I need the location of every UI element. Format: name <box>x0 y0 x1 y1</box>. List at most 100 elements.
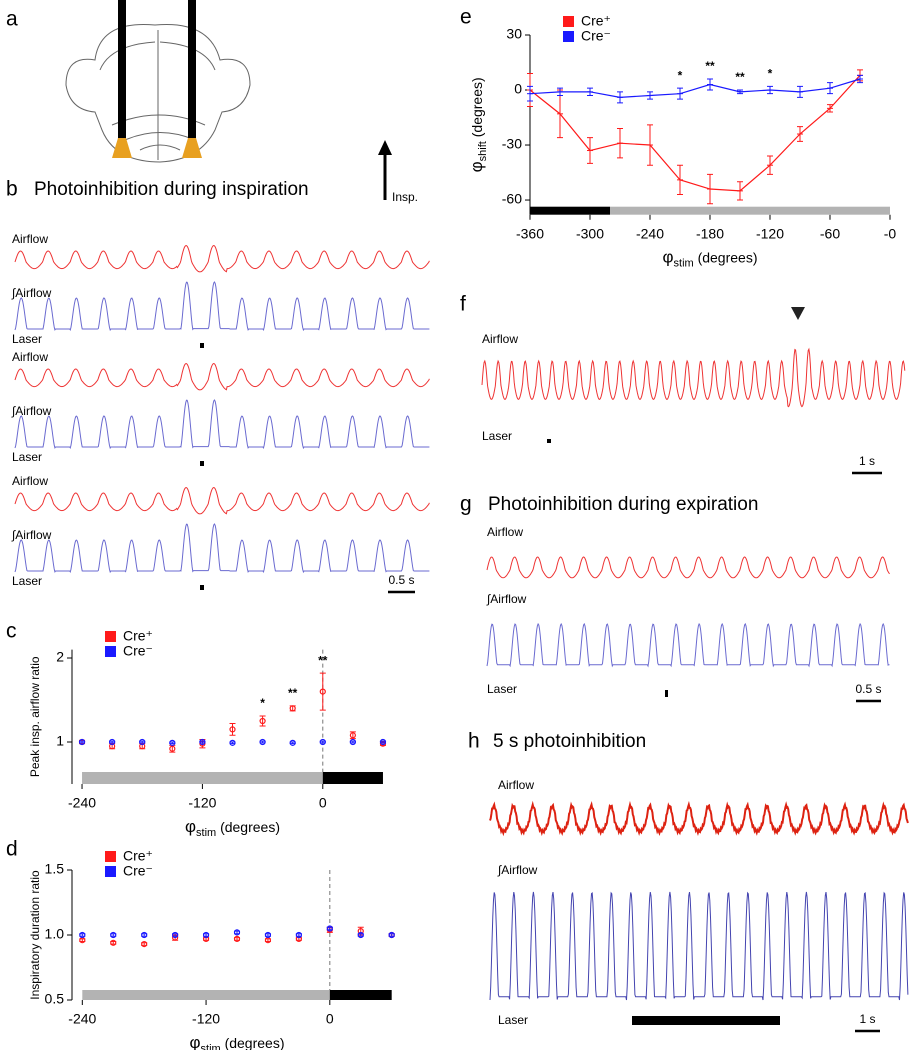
data-point <box>139 743 146 750</box>
significance: * <box>768 67 773 81</box>
axis-label: φstim (degrees) <box>185 817 280 838</box>
phase-bar <box>329 990 392 1000</box>
x-tick-label: 0 <box>319 795 327 811</box>
panel-label: b <box>6 178 18 201</box>
axis-symbol: φ <box>185 817 196 836</box>
legend-label: Cre⁻ <box>123 643 153 659</box>
legend-swatch <box>105 851 116 862</box>
laser-mark <box>547 439 551 443</box>
axis-subscript: shift <box>477 141 489 161</box>
airflow-trace <box>486 556 890 579</box>
data-point <box>295 931 302 939</box>
x-tick-label: 0 <box>326 1011 334 1027</box>
integrated-trace <box>14 281 430 332</box>
trace-label: Laser <box>12 332 42 346</box>
integrated-trace <box>14 523 430 574</box>
y-tick-label: 30 <box>506 26 522 42</box>
data-point <box>357 931 364 939</box>
x-tick-label: -240 <box>68 795 96 811</box>
axis-unit: (degrees) <box>216 819 280 835</box>
data-point <box>141 940 148 948</box>
laser-mark <box>200 343 204 348</box>
scale-bar-label: 0.5 s <box>855 682 881 696</box>
panel-label: h <box>468 730 480 753</box>
scale-bar-label: 1 s <box>859 1012 875 1026</box>
trace-label: ∫Airflow <box>11 286 52 300</box>
data-point <box>110 939 117 946</box>
x-tick-label: -0 <box>884 225 897 241</box>
data-point <box>379 738 387 746</box>
airflow-trace <box>481 347 906 408</box>
axis-symbol: φ <box>189 1033 200 1050</box>
trace-label: ∫Airflow <box>11 404 52 418</box>
trace-label: Airflow <box>498 778 534 792</box>
panel-label: f <box>460 293 466 316</box>
panel-title: 5 s photoinhibition <box>493 731 646 752</box>
legend-label: Cre⁺ <box>123 848 153 864</box>
trace-label: ∫Airflow <box>11 528 52 542</box>
data-point <box>169 739 176 746</box>
data-point <box>78 738 86 746</box>
panel-title: Photoinhibition during expiration <box>488 494 758 515</box>
trace-label: ∫Airflow <box>497 863 538 877</box>
trace-label: Laser <box>482 429 512 443</box>
axis-unit: (degrees) <box>694 249 758 265</box>
error-bar <box>259 715 266 727</box>
series-line <box>529 78 861 98</box>
trace-label: Airflow <box>487 525 523 539</box>
arrow-head <box>378 140 392 155</box>
light-cone <box>182 138 202 158</box>
brain-schematic <box>65 23 251 163</box>
trace-label: Laser <box>487 682 517 696</box>
x-tick-label: -240 <box>636 225 664 241</box>
integrated-trace <box>14 399 430 450</box>
series-line <box>529 74 861 192</box>
panel-label: c <box>6 620 17 643</box>
data-point <box>326 925 333 932</box>
y-tick-label: 2 <box>56 649 64 665</box>
phase-bar <box>82 990 330 1000</box>
axis-label: φshift (degrees) <box>467 77 488 172</box>
data-point <box>388 931 395 939</box>
x-tick-label: -240 <box>68 1011 96 1027</box>
data-point <box>349 732 356 739</box>
trace-label: ∫Airflow <box>486 592 527 606</box>
optic-fiber <box>188 0 196 138</box>
data-point <box>172 931 179 939</box>
data-point <box>141 931 148 939</box>
x-tick-label: -60 <box>820 225 840 241</box>
airflow-trace <box>14 244 430 273</box>
y-tick-label: 1.5 <box>45 861 65 877</box>
data-point <box>109 738 116 746</box>
error-bar <box>229 723 236 736</box>
panel-label: a <box>6 8 18 31</box>
y-tick-label: 0.5 <box>45 991 65 1007</box>
significance: ** <box>705 59 715 73</box>
axis-subscript: stim <box>201 1043 221 1050</box>
data-point <box>202 931 210 939</box>
data-point <box>199 738 206 746</box>
data-point <box>233 929 241 936</box>
axis-unit: (degrees) <box>221 1035 285 1050</box>
data-point <box>289 705 296 712</box>
phase-bar <box>322 772 383 784</box>
data-point <box>139 738 146 746</box>
axis-subscript: stim <box>674 258 694 270</box>
significance: * <box>678 68 683 82</box>
y-tick-label: 1.0 <box>45 926 65 942</box>
x-tick-label: -120 <box>756 225 784 241</box>
axis-symbol: φ <box>467 161 486 172</box>
laser-bar <box>632 1016 780 1025</box>
airflow-trace <box>489 800 909 837</box>
x-tick-label: -180 <box>696 225 724 241</box>
scale-bar-label: 0.5 s <box>388 573 414 587</box>
trace-label: Laser <box>498 1013 528 1027</box>
data-point <box>109 743 116 750</box>
light-cone <box>112 138 132 158</box>
significance: * <box>260 696 265 710</box>
laser-mark <box>665 690 668 697</box>
phase-bar <box>610 206 890 215</box>
legend-label: Cre⁺ <box>581 13 611 29</box>
panel-title: Photoinhibition during inspiration <box>34 179 309 200</box>
y-tick-label: 1 <box>56 733 64 749</box>
